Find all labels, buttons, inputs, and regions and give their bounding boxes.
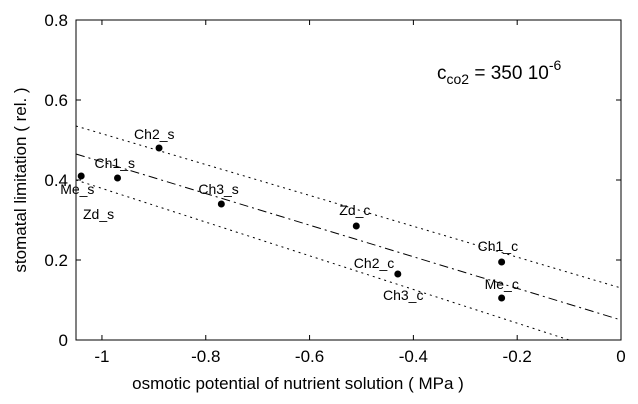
co2-annotation-exponent: -6 bbox=[549, 57, 562, 73]
point-label-ch3-s: Ch3_s bbox=[198, 181, 238, 197]
data-point-me-c bbox=[498, 294, 506, 302]
y-tick-label: 0.4 bbox=[44, 171, 68, 190]
fit-lines bbox=[75, 125, 622, 341]
data-points bbox=[77, 144, 506, 302]
x-tick-label: -1 bbox=[94, 347, 109, 366]
y-axis-label: stomatal limitation ( rel. ) bbox=[11, 87, 30, 272]
co2-annotation-value: = 350 10 bbox=[469, 63, 549, 84]
x-tick-label: -0.8 bbox=[191, 347, 220, 366]
co2-annotation: cco2 = 350 10-6 bbox=[437, 57, 562, 87]
y-tick-label: 0.2 bbox=[44, 251, 68, 270]
point-label-me-s: Me_s bbox=[60, 181, 94, 197]
data-point-ch1-s bbox=[114, 174, 122, 182]
data-point-zd-c bbox=[352, 222, 360, 230]
x-tick-label: -0.6 bbox=[295, 347, 324, 366]
data-point-ch1-c bbox=[498, 258, 506, 266]
fit-line-dotted bbox=[75, 179, 570, 341]
data-point-ch2-c bbox=[394, 270, 402, 278]
data-point-me-s bbox=[77, 172, 85, 180]
x-tick-label: -0.2 bbox=[503, 347, 532, 366]
x-axis-label: osmotic potential of nutrient solution (… bbox=[132, 374, 464, 393]
axis-ticks: -1 -0.8 -0.6 -0.4 -0.2 0 0 0.2 0.4 0.6 0.8 bbox=[44, 11, 625, 366]
co2-annotation-base: c bbox=[437, 63, 447, 84]
y-tick-label: 0 bbox=[59, 331, 68, 350]
data-point-ch3-s bbox=[217, 200, 225, 208]
x-tick-label: -0.4 bbox=[399, 347, 428, 366]
co2-annotation-subscript: co2 bbox=[447, 71, 470, 87]
point-label-me-c: Me_c bbox=[485, 276, 519, 292]
fit-line-dash-dot bbox=[75, 153, 622, 321]
data-point-ch2-s bbox=[155, 144, 163, 152]
y-tick-label: 0.8 bbox=[44, 11, 68, 30]
point-label-ch2-c: Ch2_c bbox=[354, 255, 394, 271]
point-label-ch2-s: Ch2_s bbox=[134, 126, 174, 142]
point-label-zd-s: Zd_s bbox=[83, 206, 114, 222]
point-label-ch3-c: Ch3_c bbox=[383, 287, 423, 303]
point-label-zd-c: Zd_c bbox=[339, 202, 370, 218]
y-tick-label: 0.6 bbox=[44, 91, 68, 110]
x-tick-label: 0 bbox=[616, 347, 625, 366]
point-label-ch1-c: Ch1_c bbox=[478, 238, 518, 254]
point-label-ch1-s: Ch1_s bbox=[95, 155, 135, 171]
